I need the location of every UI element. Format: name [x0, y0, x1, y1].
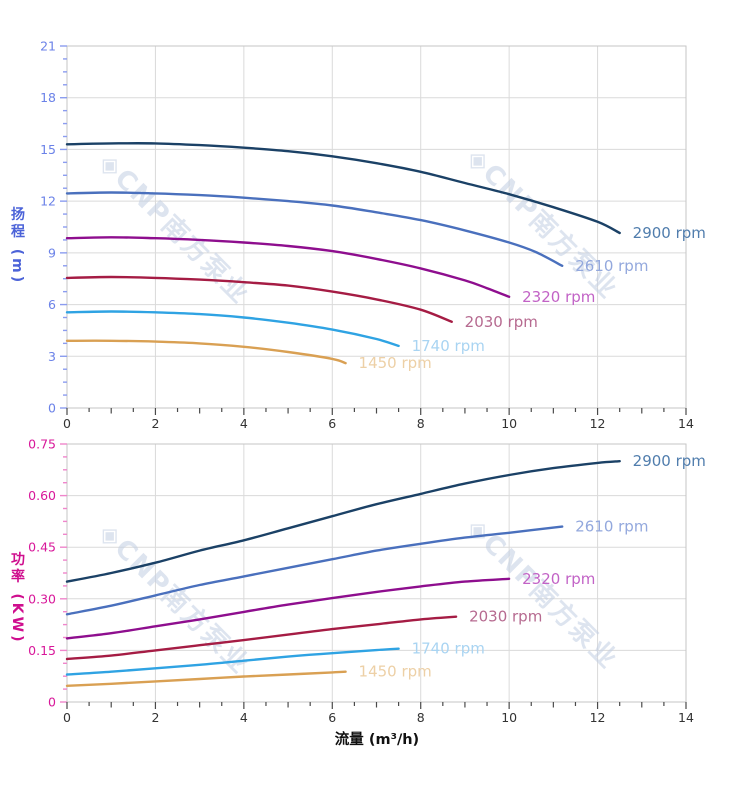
power-x-tick-label: 12: [590, 710, 606, 725]
curve-label-power-2320-rpm: 2320 rpm: [522, 570, 595, 588]
power-x-tick-label: 0: [63, 710, 71, 725]
curve-power-2320-rpm: [65, 577, 511, 640]
power-x-tick-label: 4: [240, 710, 248, 725]
curve-head-1740-rpm: [65, 310, 400, 348]
curve-label-power-1450-rpm: 1450 rpm: [359, 663, 432, 681]
power-y-tick-label: 0.45: [28, 540, 56, 555]
head-y-tick-label: 21: [40, 39, 56, 54]
curve-label-head-2900-rpm: 2900 rpm: [633, 224, 706, 242]
head-x-tick-label: 4: [240, 416, 248, 431]
curve-power-2610-rpm: [65, 525, 564, 616]
curve-label-head-1450-rpm: 1450 rpm: [359, 354, 432, 372]
head-y-tick-label: 6: [48, 297, 56, 312]
curve-label-head-2320-rpm: 2320 rpm: [522, 288, 595, 306]
curve-head-2610-rpm: [65, 191, 564, 267]
power-x-tick-label: 2: [151, 710, 159, 725]
curve-head-1450-rpm: [65, 339, 347, 365]
power-y-axis-ticks: [60, 443, 67, 703]
power-chart: ◈CNP南方泵业 ◈CNP南方泵业 0 0.15 0.30 0.45 0.60 0.75 0 2 4…: [28, 437, 706, 726]
power-x-axis-labels: 0 2 4 6 8 10 12 14: [63, 710, 694, 725]
power-y-tick-label: 0: [48, 695, 56, 710]
curve-label-head-2030-rpm: 2030 rpm: [465, 313, 538, 331]
curve-label-head-1740-rpm: 1740 rpm: [412, 337, 485, 355]
curve-power-1740-rpm: [65, 647, 400, 676]
power-y-axis-labels: 0 0.15 0.30 0.45 0.60 0.75: [28, 437, 56, 710]
curve-power-1450-rpm: [65, 670, 347, 687]
head-y-tick-label: 15: [40, 142, 56, 157]
power-watermark: ◈CNP南方泵业 ◈CNP南方泵业: [93, 512, 624, 680]
head-x-tick-label: 14: [678, 416, 694, 431]
head-x-tick-label: 6: [328, 416, 336, 431]
head-x-tick-label: 12: [590, 416, 606, 431]
power-y-tick-label: 0.60: [28, 488, 56, 503]
curve-head-2900-rpm: [65, 142, 621, 235]
cnp-watermark-text: ◈CNP南方泵业: [93, 147, 256, 310]
curve-label-power-1740-rpm: 1740 rpm: [412, 640, 485, 658]
head-x-tick-label: 10: [501, 416, 517, 431]
power-y-tick-label: 0.15: [28, 643, 56, 658]
curve-label-power-2900-rpm: 2900 rpm: [633, 452, 706, 470]
head-y-tick-label: 3: [48, 349, 56, 364]
head-y-tick-label: 12: [40, 194, 56, 209]
power-x-tick-label: 10: [501, 710, 517, 725]
head-y-axis-labels: 0 3 6 9 12 15 18 21: [40, 39, 56, 416]
head-watermark: ◈CNP南方泵业 ◈CNP南方泵业: [93, 142, 624, 310]
head-chart: ◈CNP南方泵业 ◈CNP南方泵业 0 3 6 9 12 15 18 21 0 2 4 6 8 10 12 14 2…: [40, 39, 706, 432]
head-x-tick-label: 2: [151, 416, 159, 431]
head-x-axis-labels: 0 2 4 6 8 10 12 14: [63, 416, 694, 431]
head-y-tick-label: 18: [40, 90, 56, 105]
head-axis-title: 扬程 (m): [9, 206, 25, 286]
curve-label-power-2610-rpm: 2610 rpm: [575, 518, 648, 536]
power-axis-title: 功率 (KW): [9, 551, 25, 645]
power-y-tick-label: 0.75: [28, 437, 56, 452]
head-y-tick-label: 9: [48, 245, 56, 260]
power-x-tick-label: 8: [417, 710, 425, 725]
curve-power-2030-rpm: [65, 615, 458, 661]
power-x-tick-label: 6: [328, 710, 336, 725]
curve-head-2320-rpm: [65, 236, 511, 298]
head-y-axis-ticks: [60, 45, 67, 409]
power-x-axis-ticks: [66, 702, 687, 709]
curve-head-2030-rpm: [65, 275, 453, 323]
head-y-tick-label: 0: [48, 401, 56, 416]
head-x-axis-ticks: [66, 408, 687, 415]
head-x-tick-label: 8: [417, 416, 425, 431]
head-x-tick-label: 0: [63, 416, 71, 431]
power-y-tick-label: 0.30: [28, 591, 56, 606]
curve-power-2900-rpm: [65, 460, 621, 583]
curve-label-power-2030-rpm: 2030 rpm: [469, 608, 542, 626]
power-x-tick-label: 14: [678, 710, 694, 725]
curve-label-head-2610-rpm: 2610 rpm: [575, 257, 648, 275]
cnp-watermark-text: ◈CNP南方泵业: [461, 512, 624, 675]
flow-axis-title: 流量 (m³/h): [334, 732, 420, 748]
